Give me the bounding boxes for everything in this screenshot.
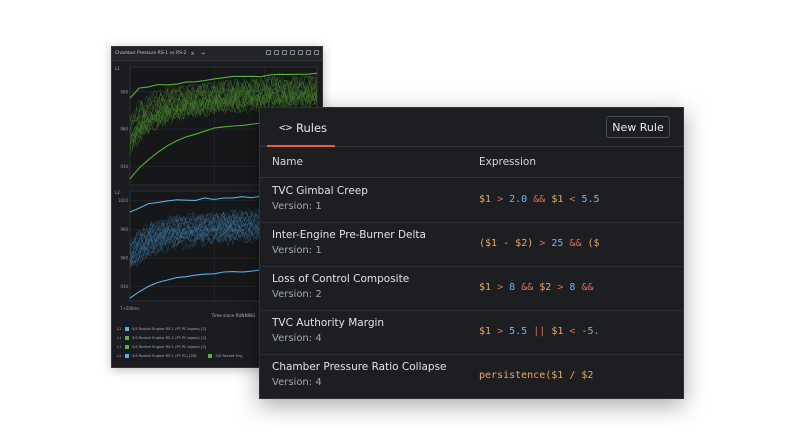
legend-item[interactable]: L1 S/S Rocket Engine RS-2 (PT-PC sigma) [… xyxy=(117,333,322,342)
rules-panel: <> Rules New Rule Name Expression TVC Gi… xyxy=(259,107,684,399)
legend-item[interactable]: L1 S/S Rocket Engine RS-1 (PT-PC sigma) [… xyxy=(117,342,322,351)
y-tick-label: 1020 xyxy=(118,198,129,203)
active-tab-indicator xyxy=(267,145,335,147)
band-trace xyxy=(129,75,318,125)
fullscreen-icon[interactable] xyxy=(298,50,303,55)
y-tick-label: 990 xyxy=(120,89,128,94)
legend-label: S/S Rocket Engine RS-1 (PT-PC sigma) [2] xyxy=(132,344,207,349)
tab-rules[interactable]: <> Rules xyxy=(267,108,335,147)
rule-name: Chamber Pressure Ratio Collapse xyxy=(272,361,447,373)
rule-version: Version: 1 xyxy=(272,245,322,256)
legend-axis-key: L1 xyxy=(117,344,122,349)
arrow-right-icon[interactable]: → xyxy=(200,50,205,57)
code-icon: <> xyxy=(279,121,293,134)
table-row[interactable]: TVC Authority Margin Version: 4 $1 > 5.5… xyxy=(260,310,683,355)
y-tick-label: 930 xyxy=(120,164,128,169)
rule-expression: $1 > 8 && $2 > 8 && xyxy=(479,282,594,293)
tab-rules-label: Rules xyxy=(296,121,328,135)
legend-label: S/S Rocket Eng xyxy=(215,353,243,358)
series-line xyxy=(129,72,318,99)
new-rule-button[interactable]: New Rule xyxy=(606,116,670,138)
rule-version: Version: 1 xyxy=(272,201,322,212)
legend-label: S/S Rocket Engine RS-2 (PT-PC sigma) [2] xyxy=(132,335,207,340)
column-header-name: Name xyxy=(272,156,303,168)
chart-window-titlebar: Chamber Pressure RS-1 vs RS-2 × → xyxy=(112,47,322,61)
table-row[interactable]: TVC Gimbal Creep Version: 1 $1 > 2.0 && … xyxy=(260,178,683,223)
legend-swatch xyxy=(125,335,129,340)
rules-table-header: Name Expression xyxy=(260,147,683,178)
legend-axis-key: L1 xyxy=(117,335,122,340)
rule-version: Version: 4 xyxy=(272,377,322,388)
rules-header: <> Rules New Rule xyxy=(260,108,683,147)
panel-label: L1 xyxy=(115,66,120,71)
rule-expression: $1 > 2.0 && $1 < 5.5 xyxy=(479,194,600,205)
grid-icon[interactable] xyxy=(306,50,311,55)
rule-name: Inter-Engine Pre-Burner Delta xyxy=(272,229,426,241)
rule-expression: ($1 - $2) > 25 && ($ xyxy=(479,238,600,249)
lock-icon[interactable] xyxy=(290,50,295,55)
rule-expression: persistence($1 / $2 xyxy=(479,370,594,381)
x-axis-label: Time since RUNNING xyxy=(211,313,256,318)
rule-expression: $1 > 5.5 || $1 < -5. xyxy=(479,326,600,337)
rule-name: TVC Authority Margin xyxy=(272,317,385,329)
legend-swatch xyxy=(125,353,129,358)
y-tick-label: 960 xyxy=(120,255,128,260)
legend-swatch xyxy=(125,344,129,349)
legend-swatch xyxy=(125,326,129,331)
menu-icon[interactable] xyxy=(314,50,319,55)
y-tick-label: 960 xyxy=(120,127,128,132)
x-tick-label: T+500ms xyxy=(119,306,139,311)
chart-window-title: Chamber Pressure RS-1 vs RS-2 xyxy=(115,51,187,56)
band-trace xyxy=(129,76,318,132)
rule-version: Version: 2 xyxy=(272,289,322,300)
rule-name: Loss of Control Composite xyxy=(272,273,410,285)
rule-name: TVC Gimbal Creep xyxy=(272,185,368,197)
band-trace xyxy=(129,89,318,154)
legend-axis-key: L2 xyxy=(117,353,122,358)
table-row[interactable]: Chamber Pressure Ratio Collapse Version:… xyxy=(260,354,683,398)
layout-icon[interactable] xyxy=(282,50,287,55)
table-row[interactable]: Loss of Control Composite Version: 2 $1 … xyxy=(260,266,683,311)
settings-icon[interactable] xyxy=(274,50,279,55)
close-icon[interactable]: × xyxy=(190,50,195,57)
legend-item[interactable]: L2 S/S Rocket Engine RS-1 (PT-PC sigma) [… xyxy=(117,324,322,333)
rule-version: Version: 4 xyxy=(272,333,322,344)
legend-label: S/S Rocket Engine RS-1 (PT-PC sigma) [2] xyxy=(132,326,207,331)
y-tick-label: 930 xyxy=(120,284,128,289)
chart-toolbar xyxy=(266,50,319,55)
legend-swatch xyxy=(208,353,213,358)
legend-axis-key: L2 xyxy=(117,326,122,331)
legend-item[interactable]: L2 S/S Rocket Engine RS-1 (PT-PC) [28] S/S… xyxy=(117,351,322,360)
panel-label: L2 xyxy=(115,190,120,195)
table-row[interactable]: Inter-Engine Pre-Burner Delta Version: 1… xyxy=(260,222,683,267)
expand-icon[interactable] xyxy=(266,50,271,55)
y-tick-label: 990 xyxy=(120,227,128,232)
legend-label: S/S Rocket Engine RS-1 (PT-PC) [28] xyxy=(132,353,197,358)
chart-legend: L2 S/S Rocket Engine RS-1 (PT-PC sigma) [… xyxy=(117,324,322,360)
column-header-expression: Expression xyxy=(479,156,536,168)
